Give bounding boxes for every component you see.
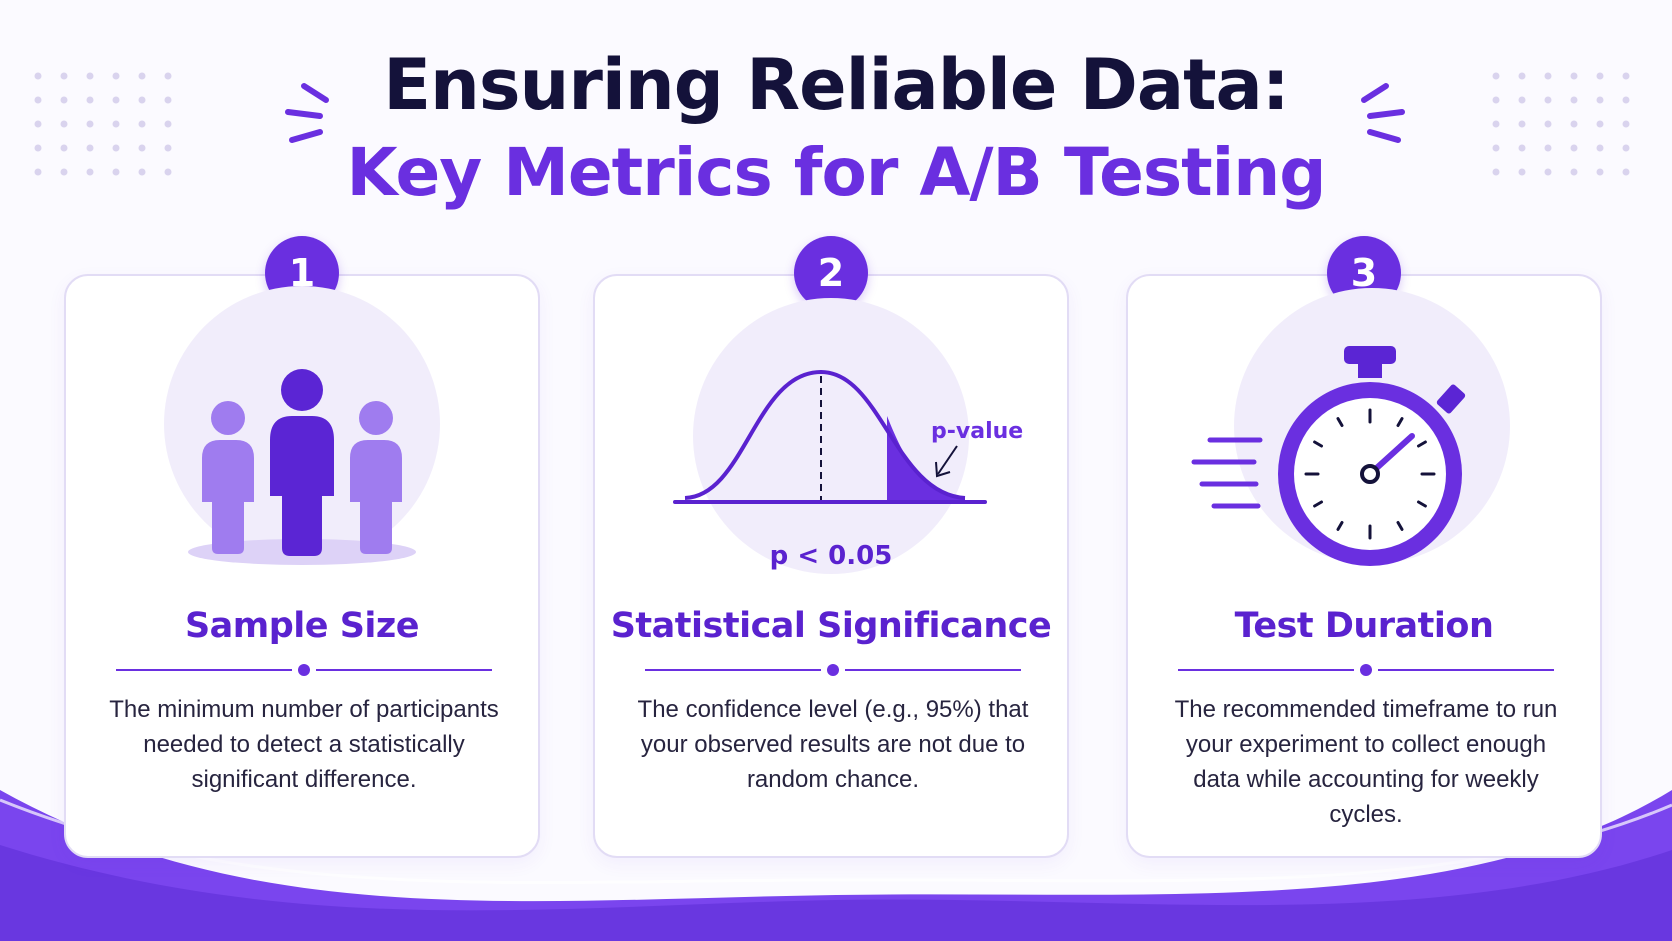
stopwatch-icon (1191, 288, 1510, 566)
people-group-icon (164, 286, 440, 565)
sparkle-left-icon (285, 83, 329, 143)
metric-card-test-duration: 3 (1126, 236, 1602, 858)
p-value-label: p-value (931, 419, 1023, 444)
card-title: Sample Size (184, 606, 420, 646)
page-title: Ensuring Reliable Data: (383, 44, 1290, 126)
card-title: Statistical Significance (610, 606, 1052, 646)
dot-grid-left-decoration (34, 72, 172, 176)
card-title: Test Duration (1234, 606, 1494, 646)
metric-card-statistical-significance: 2 p-value p < 0.05 Statistical Significa… (593, 236, 1069, 858)
page-subtitle: Key Metrics for A/B Testing (346, 134, 1326, 211)
title-divider (645, 664, 1021, 676)
threshold-label: p < 0.05 (770, 541, 893, 571)
title-divider (116, 664, 492, 676)
dot-grid-right-decoration (1492, 72, 1630, 176)
bell-curve-icon: p-value p < 0.05 (673, 298, 1023, 574)
sparkle-right-icon (1361, 83, 1405, 143)
card-description: The recommended timeframe to run your ex… (1174, 696, 1558, 828)
title-divider (1178, 664, 1554, 676)
metric-card-sample-size: 1 Sample Size The minimum number of part… (64, 236, 540, 858)
card-description: The minimum number of participants neede… (109, 696, 499, 793)
card-description: The confidence level (e.g., 95%) that yo… (637, 696, 1029, 793)
step-number-badge: 2 (794, 236, 868, 310)
